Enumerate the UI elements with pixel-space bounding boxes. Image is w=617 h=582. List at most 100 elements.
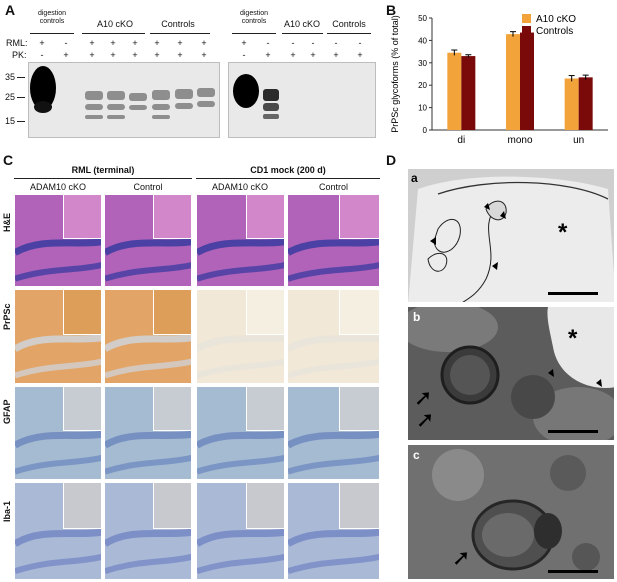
micrograph-inset [245,195,284,239]
group-rule-rml [14,178,192,179]
micrograph-inset [63,387,101,432]
micrograph-inset [153,290,191,335]
row-label-iba1: Iba-1 [2,500,12,522]
micrograph-inset [245,483,284,530]
micrograph-prpsc-mock-cko [196,289,285,384]
western-blot-left [28,62,220,138]
y-tick-label: 40 [418,36,427,45]
left-rml-sign: + [201,38,207,48]
micrograph-prpsc-rml-cko [14,289,102,384]
left-pk-sign: + [132,50,138,60]
glycoform-bar-chart: 0 10 20 30 40 50 PrPSc glycoforms (% of total)… [390,14,608,146]
bar-mono-0 [506,34,520,130]
left-pk-sign: + [201,50,207,60]
left-pk-sign: + [110,50,116,60]
micrograph-inset [245,290,284,335]
micrograph-iba1-rml-cko [14,482,102,580]
micrograph-inset [63,195,101,239]
left-rml-sign: + [132,38,138,48]
em-image-a: * a [407,168,615,303]
western-blot-right [228,62,376,138]
right-pk-sign: - [242,50,246,60]
em-c-arrow: ➚ [452,545,471,570]
em-image-b-drawing [408,307,614,440]
bar-mono-1 [520,32,534,130]
group-title-rml: RML (terminal) [71,165,135,175]
micrograph-inset [338,387,379,432]
row-label-prpsc: PrPSc [2,303,12,330]
micrograph-inset [338,290,379,335]
micrograph-iba1-mock-control [287,482,380,580]
mw-marker-35: 35 [4,72,15,82]
row-label-he: H&E [2,212,12,232]
western-blot-right-bands [233,74,279,119]
right-pk-sign: + [333,50,339,60]
right-rml-sign: - [334,38,338,48]
group-title-mock: CD1 mock (200 d) [250,165,326,175]
row-label-rml: RML: [6,38,28,48]
col-label-mock-control: Control [318,182,348,192]
y-tick-label: 10 [418,104,427,113]
right-pk-sign: + [265,50,271,60]
micrograph-he-mock-control [287,194,380,287]
left-rml-sign: + [177,38,183,48]
em-image-c-drawing [408,445,614,579]
right-rml-sign: - [311,38,315,48]
em-c-scalebar [548,570,598,573]
left-rml-sign: + [89,38,95,48]
micrograph-inset [338,483,379,530]
bar-di-0 [447,52,462,130]
bar-un-0 [564,78,579,130]
left-rml-sign: - [64,38,68,48]
legend-label-1: Controls [536,26,573,37]
left-group-rule-a10 [82,33,145,34]
col-label-rml-cko: ADAM10 cKO [29,182,87,192]
y-tick-label: 20 [418,81,427,90]
panel-letter-c: C [3,152,14,168]
micrograph-inset [153,195,191,239]
left-group-rule-controls [150,33,210,34]
left-group-rule-digestion [30,33,74,34]
mw-tick-25 [17,97,25,98]
col-label-mock-cko: ADAM10 cKO [211,182,269,192]
right-group-controls: Controls [332,19,366,29]
micrograph-inset [63,290,101,335]
mw-marker-15: 15 [4,116,15,126]
western-blot-left-bands [30,66,215,119]
left-pk-sign: + [177,50,183,60]
right-pk-sign: + [290,50,296,60]
y-axis-label: PrPSc glycoforms (% of total) [390,15,400,133]
micrograph-inset [153,387,191,432]
micrograph-he-mock-cko [196,194,285,287]
micrograph-prpsc-rml-control [104,289,192,384]
left-pk-sign: + [154,50,160,60]
legend-swatch-1 [522,26,531,35]
em-a-asterisk: * [558,219,568,246]
mw-tick-35 [17,77,25,78]
right-rml-sign: - [358,38,362,48]
left-group-digestion-controls: digestion controls [37,10,67,25]
micrograph-inset [245,387,284,432]
x-tick-label-di: di [457,135,465,146]
micrograph-inset [153,483,191,530]
right-group-a10-cko: A10 cKO [283,19,321,29]
mw-tick-15 [17,121,25,122]
left-rml-sign: + [154,38,160,48]
left-pk-sign: - [40,50,44,60]
micrograph-gfap-mock-cko [196,386,285,480]
micrograph-gfap-rml-cko [14,386,102,480]
em-image-b: * b ➚ ➚ [407,306,615,441]
em-b-scalebar [548,430,598,433]
micrograph-prpsc-mock-control [287,289,380,384]
right-rml-sign: + [241,38,247,48]
col-label-rml-control: Control [133,182,163,192]
right-pk-sign: + [310,50,316,60]
micrograph-inset [63,483,101,530]
em-c-letter: c [413,448,420,462]
right-group-rule-controls [327,33,371,34]
micrograph-he-rml-control [104,194,192,287]
group-rule-mock [196,178,380,179]
left-rml-sign: + [39,38,45,48]
right-pk-sign: + [357,50,363,60]
y-tick-label: 50 [418,14,427,23]
